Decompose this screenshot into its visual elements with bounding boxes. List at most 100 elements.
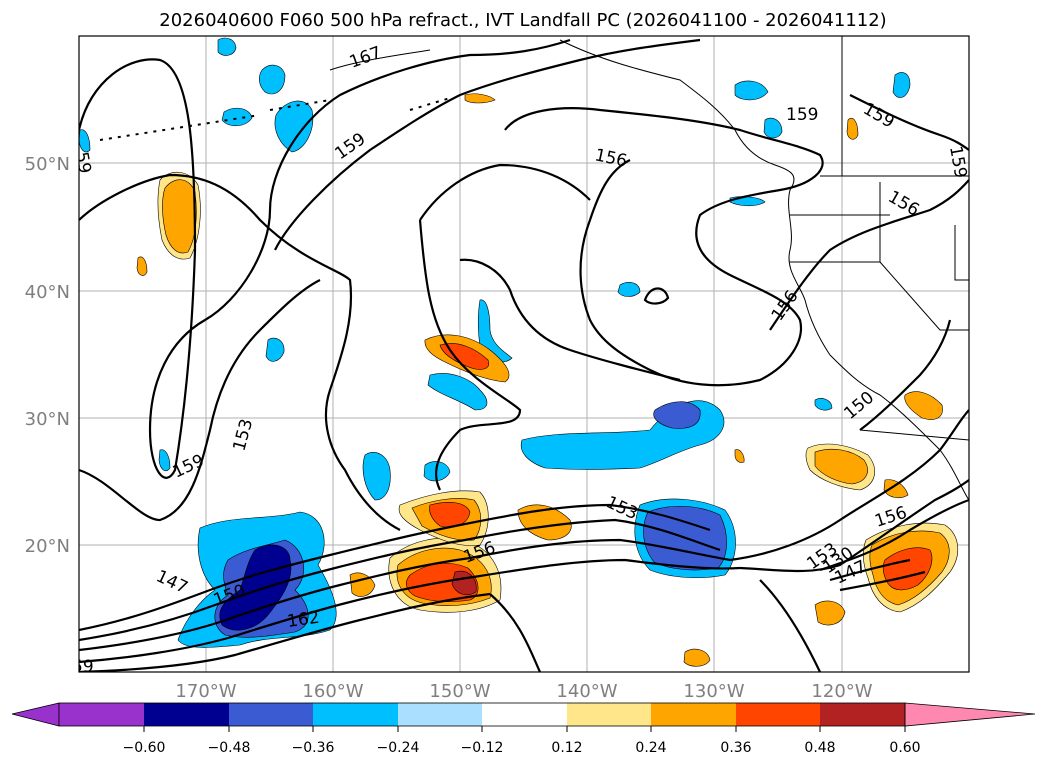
coastline-west-na bbox=[559, 39, 969, 501]
contour-130-east bbox=[829, 558, 911, 582]
neg-region-n2 bbox=[259, 64, 286, 95]
coastline bbox=[99, 36, 969, 501]
alaska-coast bbox=[329, 49, 431, 71]
contour-east-south bbox=[759, 579, 821, 672]
contour-label: 159 bbox=[945, 144, 970, 179]
contour-label: 59 bbox=[72, 657, 94, 677]
pos-region-n1 bbox=[464, 93, 496, 104]
pos-region-se3 bbox=[904, 391, 943, 420]
colorbar-bin bbox=[567, 703, 651, 726]
border-us-mexico bbox=[859, 429, 969, 441]
neg-region-mid2 bbox=[477, 299, 513, 363]
colorbar-bin bbox=[313, 703, 398, 726]
pos-region-se4 bbox=[814, 600, 846, 626]
pos-region-s1 bbox=[683, 648, 711, 667]
contour-159-ne bbox=[849, 94, 969, 151]
contour-150 bbox=[79, 518, 721, 642]
lon-tick-label: 140°W bbox=[556, 681, 617, 702]
neg-region-mid6 bbox=[617, 282, 641, 297]
contour-153-east bbox=[739, 479, 969, 573]
neg-region-n4 bbox=[221, 107, 253, 127]
colorbar-tick-label: −0.36 bbox=[292, 740, 335, 756]
colorbar-bin bbox=[736, 703, 820, 726]
pos-region-s3 bbox=[734, 449, 745, 463]
contour-150-east bbox=[819, 498, 969, 572]
colorbar-tick-label: 0.48 bbox=[804, 740, 835, 756]
colorbar-bin bbox=[144, 703, 229, 726]
neg-region-mid3 bbox=[362, 451, 391, 501]
contour-156-north bbox=[504, 107, 824, 387]
contour-150-coast bbox=[859, 319, 952, 431]
contour-lines bbox=[79, 38, 969, 672]
colorbar-tick-label: −0.60 bbox=[123, 740, 166, 756]
map-panel: 167 159 156 159 159 159 156 156 153 159 … bbox=[25, 35, 970, 702]
neg-region-sw-core bbox=[219, 544, 292, 631]
pos-region-se1-mid bbox=[814, 448, 868, 485]
neg-region-mid4 bbox=[265, 337, 285, 362]
colorbar-over-arrow bbox=[904, 702, 1036, 727]
lat-axis: 50°N 40°N 30°N 20°N bbox=[25, 154, 70, 557]
lon-axis: 170°W 160°W 150°W 140°W 130°W 120°W bbox=[175, 681, 872, 702]
neg-region-n7 bbox=[892, 72, 911, 98]
lat-tick-label: 20°N bbox=[25, 536, 70, 557]
negative-shading bbox=[79, 37, 911, 648]
colorbar-tick-label: 0.24 bbox=[635, 740, 666, 756]
positive-shading bbox=[136, 93, 958, 667]
neg-region-n6 bbox=[763, 117, 783, 139]
contour-small-loop bbox=[643, 287, 670, 305]
pos-region-n2 bbox=[846, 117, 859, 140]
lon-tick-label: 120°W bbox=[811, 681, 872, 702]
colorbar-tick-label: −0.24 bbox=[377, 740, 420, 756]
pos-region-west-mid bbox=[162, 179, 197, 254]
contour-156-mid bbox=[419, 163, 591, 221]
colorbar-under-arrow bbox=[11, 702, 60, 727]
neg-region-n3 bbox=[217, 37, 237, 56]
colorbar-bin bbox=[229, 703, 313, 726]
neg-region-n5 bbox=[734, 80, 769, 101]
colorbar: −0.60 −0.48 −0.36 −0.24 −0.12 0.12 0.24 … bbox=[11, 702, 1036, 756]
neg-region-n1 bbox=[274, 100, 314, 153]
pos-region-35n-inner bbox=[439, 343, 490, 370]
lon-tick-label: 130°W bbox=[683, 681, 744, 702]
map-frame bbox=[78, 35, 970, 673]
figure-title: 2026040600 F060 500 hPa refract., IVT La… bbox=[159, 10, 886, 31]
lat-tick-label: 50°N bbox=[25, 154, 70, 175]
colorbar-bin bbox=[651, 703, 736, 726]
colorbar-tick-label: 0.36 bbox=[720, 740, 751, 756]
contour-156-tail bbox=[489, 593, 542, 672]
contour-147 bbox=[79, 503, 711, 632]
contour-label: 59 bbox=[71, 150, 94, 175]
colorbar-ticks: −0.60 −0.48 −0.36 −0.24 −0.12 0.12 0.24 … bbox=[123, 726, 921, 756]
state-borders-2 bbox=[790, 214, 969, 281]
contour-mid-loop bbox=[418, 219, 522, 491]
colorbar-bin bbox=[59, 703, 144, 726]
neg-region-30n-core bbox=[653, 401, 701, 429]
colorbar-bin bbox=[398, 703, 482, 726]
colorbar-bin bbox=[820, 703, 905, 726]
lat-tick-label: 40°N bbox=[25, 282, 70, 303]
contour-156-south bbox=[79, 558, 741, 664]
contour-label: 162 bbox=[286, 608, 321, 632]
neg-region-mid9 bbox=[814, 398, 833, 411]
lon-tick-label: 160°W bbox=[302, 681, 363, 702]
contour-167 bbox=[79, 38, 571, 479]
colorbar-tick-label: −0.48 bbox=[208, 740, 251, 756]
colorbar-tick-label: 0.12 bbox=[551, 740, 582, 756]
lon-tick-label: 150°W bbox=[429, 681, 490, 702]
contour-153-center bbox=[459, 258, 681, 382]
neg-region-mid1 bbox=[427, 373, 488, 411]
aleutian-islands bbox=[99, 97, 451, 141]
contour-162 bbox=[79, 592, 491, 672]
neg-region-west-edge bbox=[79, 129, 91, 153]
contour-156-east bbox=[729, 409, 969, 562]
contour-147-east bbox=[839, 570, 926, 592]
lat-tick-label: 30°N bbox=[25, 409, 70, 430]
colorbar-bin bbox=[482, 703, 567, 726]
neg-region-mid8 bbox=[158, 449, 171, 472]
contour-159-north bbox=[274, 38, 701, 251]
colorbar-tick-label: 0.60 bbox=[889, 740, 920, 756]
lon-tick-label: 170°W bbox=[175, 681, 236, 702]
colorbar-tick-label: −0.12 bbox=[461, 740, 504, 756]
pos-region-w2 bbox=[136, 256, 148, 276]
